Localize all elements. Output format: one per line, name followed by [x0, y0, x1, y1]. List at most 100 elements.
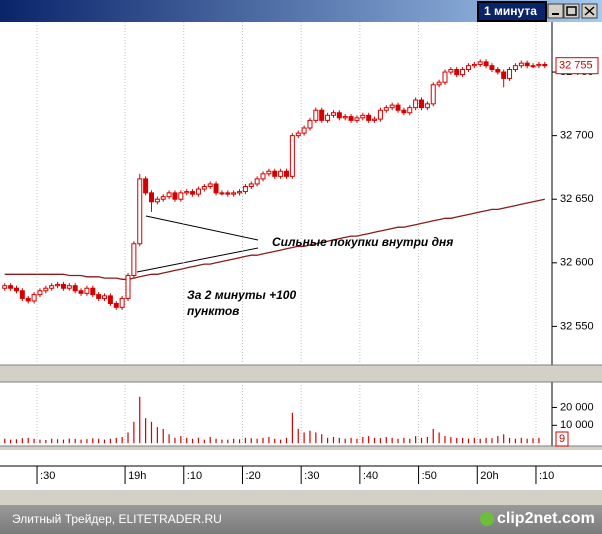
- candle-body: [272, 170, 278, 177]
- candle-body: [360, 114, 366, 119]
- candle-body: [524, 62, 530, 67]
- candle-body: [84, 287, 90, 294]
- candle-body: [536, 63, 542, 67]
- y-tick-label: 32 700: [560, 130, 594, 142]
- x-tick-label: :50: [422, 470, 437, 482]
- footer: [0, 505, 602, 534]
- candle-body: [395, 104, 401, 111]
- candle-body: [512, 65, 518, 71]
- candle-body: [354, 117, 360, 121]
- candle-body: [372, 118, 378, 121]
- window-buttons: [547, 3, 598, 19]
- last-price-box: [555, 57, 599, 75]
- x-tick-label: :20: [245, 470, 260, 482]
- candle-body: [219, 192, 225, 195]
- candle-body: [248, 183, 254, 188]
- candle-body: [319, 109, 325, 121]
- candle-body: [43, 287, 49, 292]
- timeframe-box[interactable]: [477, 1, 547, 22]
- candle-body: [460, 69, 466, 76]
- minimize-button[interactable]: [547, 3, 564, 19]
- x-tick-label: :10: [539, 470, 554, 482]
- candle-body: [60, 283, 66, 289]
- y-tick-label: 32 600: [560, 257, 594, 269]
- annotation: пунктов: [187, 304, 239, 318]
- last-volume-label: 9: [559, 433, 565, 445]
- candle-body: [342, 116, 348, 119]
- candle-body: [19, 290, 25, 299]
- candle-body: [37, 290, 43, 296]
- candle-body: [8, 285, 14, 289]
- candle-body: [530, 65, 536, 68]
- x-tick-label: :10: [187, 470, 202, 482]
- candle-body: [383, 107, 389, 111]
- candle-body: [465, 65, 471, 71]
- candle-body: [49, 285, 55, 289]
- candle-body: [225, 192, 231, 195]
- x-tick-label: 20h: [480, 470, 498, 482]
- candle-body: [313, 109, 319, 121]
- candle-body: [442, 71, 448, 83]
- candle-body: [477, 61, 483, 65]
- candle-body: [471, 63, 477, 67]
- candle-body: [231, 192, 237, 195]
- candle-body: [237, 191, 243, 194]
- x-tick-label: :30: [304, 470, 319, 482]
- candle-body: [195, 188, 201, 195]
- candle-body: [430, 84, 436, 105]
- candle-body: [518, 62, 524, 67]
- volume-tick-label: 10 000: [560, 419, 594, 431]
- last-price-label: 32 755: [559, 60, 593, 72]
- candle-body: [289, 135, 295, 177]
- candle-body: [407, 107, 413, 114]
- candle-body: [125, 275, 131, 299]
- candle-body: [131, 243, 137, 277]
- maximize-icon: [566, 6, 577, 16]
- candle-body: [330, 112, 336, 116]
- annotation: За 2 минуты +100: [187, 288, 296, 302]
- candle-body: [419, 99, 425, 109]
- candle-body: [190, 191, 196, 195]
- last-volume-box: [555, 431, 569, 447]
- candle-body: [25, 297, 31, 302]
- candle-body: [160, 196, 166, 200]
- candle-body: [154, 198, 160, 203]
- candle-body: [483, 61, 489, 67]
- volume-tick-label: 20 000: [560, 401, 594, 413]
- annotation: Сильные покупки внутри дня: [272, 235, 453, 249]
- candle-body: [283, 170, 289, 177]
- candle-body: [348, 116, 354, 121]
- moving-average: [4, 198, 545, 280]
- candle-body: [102, 295, 108, 299]
- candle-body: [172, 192, 178, 200]
- candle-body: [166, 192, 172, 198]
- x-tick-label: :30: [40, 470, 55, 482]
- candle-body: [143, 178, 149, 194]
- candle-body: [96, 294, 102, 299]
- candle-body: [31, 294, 37, 302]
- close-icon: [584, 6, 595, 16]
- candle-body: [78, 290, 84, 294]
- candle-body: [501, 71, 507, 79]
- candle-body: [454, 69, 460, 76]
- candle-body: [148, 192, 154, 203]
- candle-body: [242, 186, 248, 193]
- candle-body: [55, 283, 61, 287]
- candle-body: [436, 81, 442, 86]
- candle-body: [366, 114, 372, 121]
- candle-body: [377, 109, 383, 120]
- candle-body: [90, 287, 96, 296]
- candle-body: [495, 69, 501, 73]
- candle-body: [278, 170, 284, 177]
- annotation-arrow: [136, 247, 259, 273]
- candle-body: [207, 183, 213, 188]
- candle-body: [260, 173, 266, 180]
- candle-body: [254, 178, 260, 185]
- timeframe: 1 минута: [484, 4, 537, 18]
- y-tick-label: 32 550: [560, 320, 594, 332]
- candle-body: [66, 285, 72, 289]
- candle-body: [201, 186, 207, 190]
- x-tick-label: 19h: [128, 470, 146, 482]
- logo-icon: [480, 512, 494, 526]
